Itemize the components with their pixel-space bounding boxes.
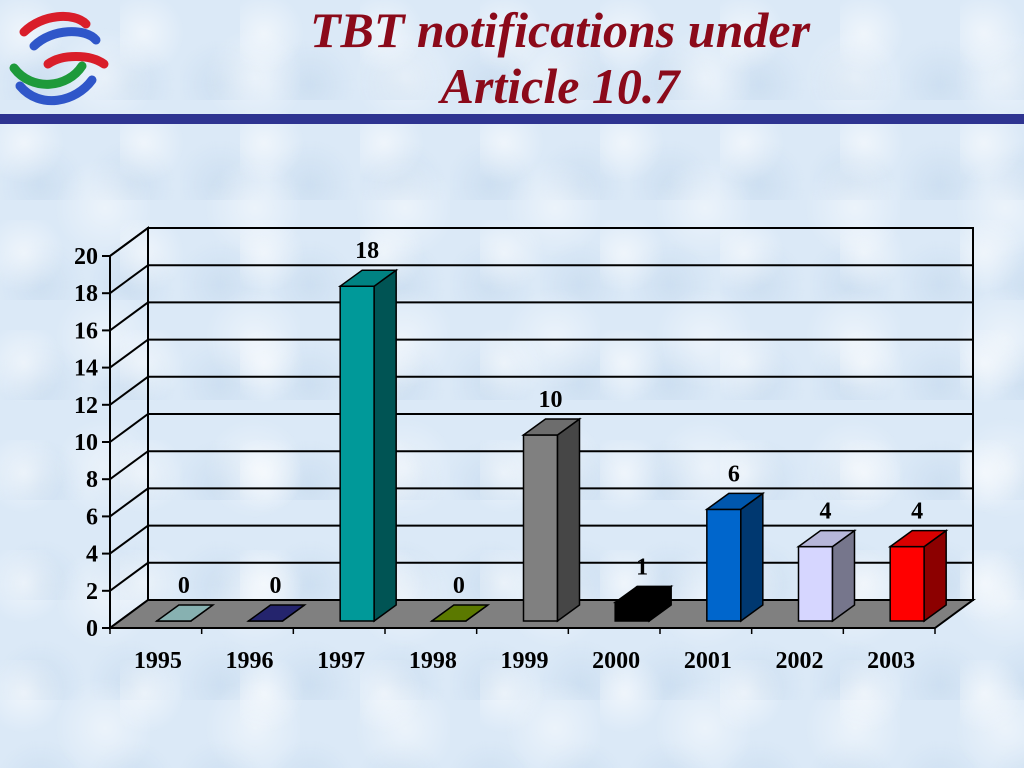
bar-front bbox=[889, 545, 925, 622]
gridline bbox=[109, 264, 973, 295]
x-tick-label: 1997 bbox=[317, 648, 365, 674]
wto-logo-icon bbox=[9, 11, 109, 106]
data-label: 0 bbox=[453, 573, 465, 599]
bar-1999 bbox=[521, 417, 582, 623]
gridline bbox=[109, 227, 973, 257]
y-tick-label: 12 bbox=[74, 393, 98, 419]
bar-side bbox=[556, 417, 581, 623]
gridline bbox=[109, 375, 973, 406]
data-labels: 0 0 18 0 10 1 6 4 4 bbox=[178, 238, 923, 599]
data-label: 4 bbox=[911, 499, 923, 525]
x-tick-label: 1998 bbox=[409, 648, 457, 674]
y-tick-label: 14 bbox=[74, 356, 98, 382]
y-tick-label: 20 bbox=[74, 244, 98, 270]
bar-1996 bbox=[246, 604, 307, 622]
gridline bbox=[109, 301, 973, 332]
data-label: 1 bbox=[636, 554, 648, 580]
y-tick-label: 18 bbox=[74, 281, 98, 307]
data-label: 0 bbox=[178, 573, 190, 599]
y-tick-label: 6 bbox=[86, 504, 98, 530]
bar-front bbox=[522, 434, 559, 622]
x-tick-label: 2001 bbox=[684, 648, 732, 674]
bar-top bbox=[796, 529, 857, 548]
bar-1997 bbox=[337, 268, 399, 623]
bar-top bbox=[154, 604, 216, 622]
data-label: 0 bbox=[270, 573, 282, 599]
bar-top bbox=[887, 529, 949, 548]
bar-2003 bbox=[887, 529, 949, 623]
data-label: 10 bbox=[539, 387, 563, 413]
y-tick-label: 10 bbox=[74, 430, 98, 456]
gridline bbox=[109, 487, 973, 518]
title-line-2: Article 10.7 bbox=[440, 58, 680, 114]
bar-top bbox=[612, 585, 674, 604]
bar-side bbox=[373, 268, 397, 623]
bar-1995 bbox=[154, 604, 216, 622]
bar-front bbox=[339, 285, 375, 622]
bar-top bbox=[429, 604, 491, 622]
bar-1998 bbox=[429, 604, 491, 622]
bar-2000 bbox=[612, 584, 674, 623]
y-axis: 0 2 4 6 8 10 12 14 16 18 20 bbox=[74, 244, 111, 642]
bar-top bbox=[704, 492, 766, 511]
gridline bbox=[109, 338, 973, 369]
gridline bbox=[109, 413, 973, 443]
bar-2001 bbox=[704, 491, 766, 623]
bar-front bbox=[797, 545, 834, 622]
y-tick-label: 4 bbox=[86, 542, 98, 568]
gridline bbox=[109, 450, 973, 481]
gridline bbox=[109, 524, 973, 555]
chart-bars bbox=[154, 268, 949, 623]
data-label: 18 bbox=[355, 238, 379, 264]
title-divider bbox=[0, 114, 1024, 124]
y-tick-label: 2 bbox=[86, 579, 98, 605]
bar-top bbox=[246, 604, 307, 622]
bar-front bbox=[706, 508, 742, 622]
title-line-1: TBT notifications under bbox=[309, 2, 811, 58]
gridline bbox=[109, 561, 973, 592]
x-tick-label: 1996 bbox=[226, 648, 274, 674]
bar-front bbox=[614, 601, 650, 622]
x-tick-label: 2002 bbox=[776, 648, 824, 674]
x-tick-label: 2000 bbox=[592, 648, 640, 674]
bar-2002 bbox=[796, 529, 857, 623]
x-axis: 1995 1996 1997 1998 1999 2000 2001 2002 2003 bbox=[109, 628, 936, 674]
x-tick-label: 1995 bbox=[134, 648, 182, 674]
x-tick-label: 2003 bbox=[867, 648, 915, 674]
bar-top bbox=[337, 269, 399, 287]
x-tick-label: 1999 bbox=[501, 648, 549, 674]
data-label: 6 bbox=[728, 461, 740, 487]
bar-top bbox=[521, 418, 582, 436]
page-title: TBT notifications under Article 10.7 bbox=[180, 2, 940, 114]
y-tick-label: 0 bbox=[86, 616, 98, 642]
bar-side bbox=[740, 491, 764, 623]
y-tick-label: 8 bbox=[86, 467, 98, 493]
y-tick-label: 16 bbox=[74, 318, 98, 344]
chart-gridlines bbox=[109, 227, 973, 592]
data-label: 4 bbox=[820, 499, 832, 525]
